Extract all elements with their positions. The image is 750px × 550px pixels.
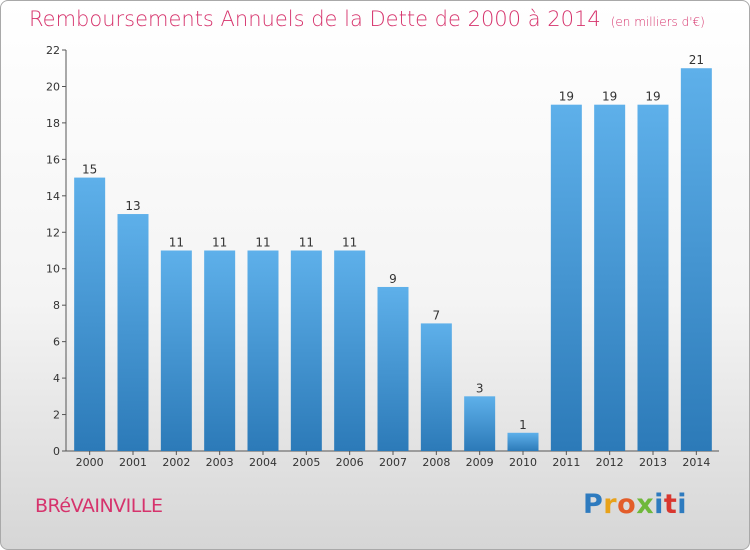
value-label: 3 bbox=[476, 381, 484, 395]
x-tick-label: 2001 bbox=[119, 456, 147, 469]
logo-letter: P bbox=[583, 489, 604, 520]
logo-letter: i bbox=[677, 489, 688, 520]
bar[interactable] bbox=[247, 250, 279, 452]
x-tick-label: 2013 bbox=[639, 456, 667, 469]
subtitle-text: (en milliers d'€) bbox=[610, 15, 705, 29]
logo-letter: r bbox=[603, 489, 618, 520]
value-label: 19 bbox=[559, 90, 574, 104]
bar[interactable] bbox=[117, 214, 149, 451]
labels: 1520001320011120021120031120041120051120… bbox=[76, 53, 711, 469]
bar[interactable] bbox=[680, 68, 712, 452]
chart-title: Remboursements Annuels de la Dette de 20… bbox=[29, 7, 705, 31]
bars bbox=[74, 68, 712, 452]
y-tick-label: 8 bbox=[53, 299, 60, 312]
bar[interactable] bbox=[507, 432, 539, 451]
bar[interactable] bbox=[204, 250, 236, 452]
logo-letter: x bbox=[636, 489, 655, 520]
logo-letter: t bbox=[663, 489, 678, 520]
x-tick-label: 2008 bbox=[422, 456, 450, 469]
x-tick-label: 2010 bbox=[509, 456, 537, 469]
bar[interactable] bbox=[334, 250, 366, 452]
x-tick-label: 2005 bbox=[292, 456, 320, 469]
bar[interactable] bbox=[377, 286, 409, 451]
y-tick-label: 6 bbox=[53, 336, 60, 349]
logo-letter: i bbox=[654, 489, 664, 520]
value-label: 13 bbox=[125, 199, 140, 213]
logo-letter: o bbox=[617, 489, 637, 520]
value-label: 11 bbox=[342, 236, 357, 250]
value-label: 11 bbox=[212, 236, 227, 250]
bar[interactable] bbox=[464, 396, 496, 451]
value-label: 21 bbox=[689, 53, 704, 67]
proxiti-logo: Proxiti bbox=[583, 489, 687, 520]
x-tick-label: 2009 bbox=[466, 456, 494, 469]
x-tick-label: 2004 bbox=[249, 456, 277, 469]
y-tick-label: 0 bbox=[53, 445, 60, 458]
value-label: 19 bbox=[645, 90, 660, 104]
value-label: 11 bbox=[299, 236, 314, 250]
value-label: 9 bbox=[389, 272, 397, 286]
y-tick-label: 4 bbox=[53, 372, 60, 385]
commune-name: BRéVAINVILLE bbox=[35, 495, 163, 517]
bar[interactable] bbox=[637, 104, 669, 451]
x-tick-label: 2002 bbox=[162, 456, 190, 469]
value-label: 1 bbox=[519, 418, 527, 432]
y-tick-label: 20 bbox=[46, 80, 60, 93]
y-tick-label: 2 bbox=[53, 409, 60, 422]
value-label: 11 bbox=[255, 236, 270, 250]
bar[interactable] bbox=[550, 104, 582, 451]
value-label: 19 bbox=[602, 90, 617, 104]
x-tick-label: 2012 bbox=[596, 456, 624, 469]
x-tick-label: 2000 bbox=[76, 456, 104, 469]
bar[interactable] bbox=[420, 323, 452, 451]
x-tick-label: 2006 bbox=[336, 456, 364, 469]
x-tick-label: 2011 bbox=[552, 456, 580, 469]
value-label: 11 bbox=[169, 236, 184, 250]
x-tick-label: 2007 bbox=[379, 456, 407, 469]
bar[interactable] bbox=[290, 250, 322, 452]
title-text: Remboursements Annuels de la Dette de 20… bbox=[29, 7, 601, 31]
bar[interactable] bbox=[160, 250, 192, 452]
y-tick-label: 14 bbox=[46, 190, 60, 203]
y-tick-label: 12 bbox=[46, 226, 60, 239]
x-tick-label: 2003 bbox=[206, 456, 234, 469]
x-tick-label: 2014 bbox=[682, 456, 710, 469]
y-tick-label: 10 bbox=[46, 263, 60, 276]
y-tick-label: 16 bbox=[46, 153, 60, 166]
value-label: 15 bbox=[82, 163, 97, 177]
y-tick-label: 18 bbox=[46, 117, 60, 130]
y-tick-label: 22 bbox=[46, 44, 60, 57]
value-label: 7 bbox=[433, 308, 441, 322]
bar[interactable] bbox=[74, 177, 106, 451]
bar[interactable] bbox=[594, 104, 626, 451]
